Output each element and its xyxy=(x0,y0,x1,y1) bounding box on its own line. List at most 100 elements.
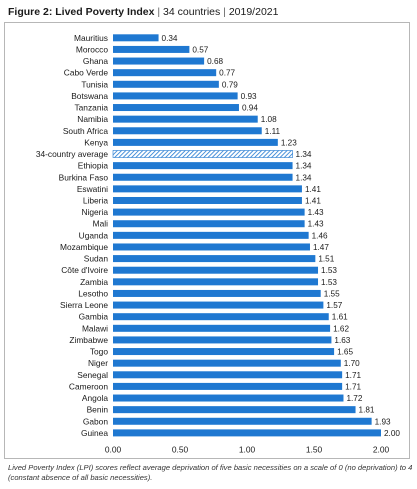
value-label-eswatini: 1.41 xyxy=(305,185,321,194)
value-label-zambia: 1.53 xyxy=(321,278,337,287)
x-axis: 0.00 0.50 1.00 1.50 2.00 xyxy=(105,445,390,455)
value-label-c-te-d-ivoire: 1.53 xyxy=(321,266,337,275)
value-label-sierra-leone: 1.57 xyxy=(326,301,342,310)
x-tick-label-0: 0.00 xyxy=(105,445,122,455)
category-label-mali: Mali xyxy=(93,219,108,229)
value-label-malawi: 1.62 xyxy=(333,324,349,333)
category-label-cabo-verde: Cabo Verde xyxy=(64,68,109,78)
value-label-tunisia: 0.79 xyxy=(222,80,238,89)
bar-uganda xyxy=(113,231,309,239)
category-label-burkina-faso: Burkina Faso xyxy=(59,172,109,182)
figure-title-countries: 34 countries xyxy=(163,6,221,18)
category-label-zambia: Zambia xyxy=(80,277,108,287)
bar-ghana xyxy=(113,57,205,65)
x-tick-label-4: 2.00 xyxy=(373,445,390,455)
bar-gabon xyxy=(113,417,372,425)
category-label-namibia: Namibia xyxy=(77,114,108,124)
value-label-kenya: 1.23 xyxy=(281,138,297,147)
category-label-lesotho: Lesotho xyxy=(78,288,108,298)
bar-guinea xyxy=(113,429,381,437)
category-label-morocco: Morocco xyxy=(76,44,108,54)
value-label-togo: 1.65 xyxy=(337,348,353,357)
value-label-gabon: 1.93 xyxy=(375,417,391,426)
bar-nigeria xyxy=(113,208,305,216)
value-label-mauritius: 0.34 xyxy=(162,34,178,43)
value-label-nigeria: 1.43 xyxy=(308,208,324,217)
category-label-mozambique: Mozambique xyxy=(60,242,108,252)
category-label-gabon: Gabon xyxy=(83,416,108,426)
category-label-gambia: Gambia xyxy=(79,312,109,322)
bar-mauritius xyxy=(113,34,159,42)
value-label-lesotho: 1.55 xyxy=(324,289,340,298)
bar-tanzania xyxy=(113,104,239,112)
figure-title-years: 2019/2021 xyxy=(228,6,279,18)
bar-botswana xyxy=(113,92,238,100)
value-label-morocco: 0.57 xyxy=(192,45,208,54)
value-label-zimbabwe: 1.63 xyxy=(334,336,350,345)
category-label-eswatini: Eswatini xyxy=(77,184,108,194)
value-label-niger: 1.70 xyxy=(344,359,360,368)
bar-sudan xyxy=(113,255,316,263)
category-label-botswana: Botswana xyxy=(71,91,108,101)
category-label-benin: Benin xyxy=(87,405,109,415)
category-label-34-country-average: 34-country average xyxy=(36,149,109,159)
figure-title-bold: Figure 2: Lived Poverty Index xyxy=(8,6,155,18)
bar-gambia xyxy=(113,313,329,321)
title-separator-2: | xyxy=(223,6,226,18)
bar-kenya xyxy=(113,138,278,146)
category-label-niger: Niger xyxy=(88,358,108,368)
bar-burkina-faso xyxy=(113,173,293,181)
category-label-sudan: Sudan xyxy=(84,254,109,264)
category-label-malawi: Malawi xyxy=(82,323,108,333)
value-label-tanzania: 0.94 xyxy=(242,104,258,113)
category-label-guinea: Guinea xyxy=(81,428,108,438)
category-label-tunisia: Tunisia xyxy=(81,79,108,89)
bar-morocco xyxy=(113,45,190,53)
bar-ethiopia xyxy=(113,162,293,170)
category-label-ghana: Ghana xyxy=(83,56,108,66)
bar-liberia xyxy=(113,196,302,204)
category-label-zimbabwe: Zimbabwe xyxy=(69,335,108,345)
bar-malawi xyxy=(113,324,331,332)
bar-eswatini xyxy=(113,185,302,193)
bar-zambia xyxy=(113,278,319,286)
category-label-ethiopia: Ethiopia xyxy=(78,161,109,171)
value-label-botswana: 0.93 xyxy=(241,92,257,101)
value-label-angola: 1.72 xyxy=(346,394,362,403)
category-label-senegal: Senegal xyxy=(77,370,108,380)
category-label-south-africa: South Africa xyxy=(63,126,109,136)
value-label-cabo-verde: 0.77 xyxy=(219,69,235,78)
bar-senegal xyxy=(113,371,343,379)
value-label-cameroon: 1.71 xyxy=(345,382,361,391)
value-label-uganda: 1.46 xyxy=(312,231,328,240)
value-label-south-africa: 1.11 xyxy=(265,127,281,136)
bar-cabo-verde xyxy=(113,69,217,77)
value-label-mali: 1.43 xyxy=(308,220,324,229)
bar-south-africa xyxy=(113,127,262,135)
chart-frame xyxy=(4,22,410,459)
x-tick-label-2: 1.00 xyxy=(239,445,256,455)
value-label-ethiopia: 1.34 xyxy=(296,162,312,171)
value-label-gambia: 1.61 xyxy=(332,313,348,322)
bar-lesotho xyxy=(113,289,321,297)
category-label-nigeria: Nigeria xyxy=(81,207,108,217)
bar-mali xyxy=(113,220,305,228)
value-label-benin: 1.81 xyxy=(359,406,375,415)
bar-mozambique xyxy=(113,243,310,251)
value-label-namibia: 1.08 xyxy=(261,115,277,124)
category-label-sierra-leone: Sierra Leone xyxy=(60,300,108,310)
bar-niger xyxy=(113,359,341,367)
category-label-mauritius: Mauritius xyxy=(74,33,108,43)
x-tick-label-1: 0.50 xyxy=(172,445,189,455)
value-label-ghana: 0.68 xyxy=(207,57,223,66)
footnote: Lived Poverty Index (LPI) scores reflect… xyxy=(8,463,413,482)
bar-angola xyxy=(113,394,344,402)
title-separator-1: | xyxy=(157,6,161,18)
category-label-kenya: Kenya xyxy=(84,137,108,147)
category-label-angola: Angola xyxy=(82,393,108,403)
bar-34-country-average xyxy=(112,150,293,158)
value-label-liberia: 1.41 xyxy=(305,196,321,205)
value-label-mozambique: 1.47 xyxy=(313,243,329,252)
bar-c-te-d-ivoire xyxy=(113,266,319,274)
value-label-sudan: 1.51 xyxy=(318,255,334,264)
